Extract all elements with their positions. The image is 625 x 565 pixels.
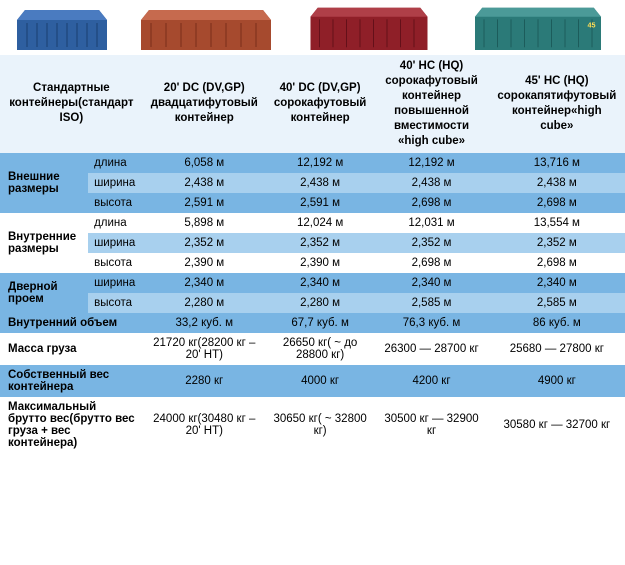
cell: 2,352 м bbox=[143, 233, 266, 253]
sublabel-height: высота bbox=[88, 193, 143, 213]
cell: 2,698 м bbox=[489, 253, 625, 273]
cell: 12,192 м bbox=[266, 153, 375, 173]
cell: 2,352 м bbox=[489, 233, 625, 253]
cell: 2,280 м bbox=[143, 293, 266, 313]
cell: 86 куб. м bbox=[489, 313, 625, 333]
cell: 26650 кг( ~ до 28800 кг) bbox=[266, 333, 375, 365]
sublabel-length: длина bbox=[88, 153, 143, 173]
cell: 4900 кг bbox=[489, 365, 625, 397]
cell: 2,591 м bbox=[143, 193, 266, 213]
cell: 2,390 м bbox=[266, 253, 375, 273]
group-door: Дверной проем bbox=[0, 273, 88, 313]
sublabel-height: высота bbox=[88, 293, 143, 313]
cell: 26300 — 28700 кг bbox=[374, 333, 488, 365]
cell: 30650 кг( ~ 32800 кг) bbox=[266, 397, 375, 453]
table-row: высота 2,280 м 2,280 м 2,585 м 2,585 м bbox=[0, 293, 625, 313]
sublabel-height: высота bbox=[88, 253, 143, 273]
cell: 24000 кг(30480 кг – 20' HT) bbox=[143, 397, 266, 453]
cell: 2,340 м bbox=[374, 273, 488, 293]
cell: 21720 кг(28200 кг – 20' HT) bbox=[143, 333, 266, 365]
cell: 2,698 м bbox=[489, 193, 625, 213]
table-row: Внешние размеры длина 6,058 м 12,192 м 1… bbox=[0, 153, 625, 173]
group-internal: Внутренние размеры bbox=[0, 213, 88, 273]
group-own-weight: Собственный вес контейнера bbox=[0, 365, 143, 397]
cell: 4000 кг bbox=[266, 365, 375, 397]
cell: 2,585 м bbox=[374, 293, 488, 313]
cell: 2,352 м bbox=[374, 233, 488, 253]
table-row: Внутренние размеры длина 5,898 м 12,024 … bbox=[0, 213, 625, 233]
table-row: высота 2,390 м 2,390 м 2,698 м 2,698 м bbox=[0, 253, 625, 273]
cell: 2,390 м bbox=[143, 253, 266, 273]
cell: 4200 кг bbox=[374, 365, 488, 397]
svg-text:45: 45 bbox=[588, 21, 596, 30]
sublabel-length: длина bbox=[88, 213, 143, 233]
cell: 12,192 м bbox=[374, 153, 488, 173]
table-row: Дверной проем ширина 2,340 м 2,340 м 2,3… bbox=[0, 273, 625, 293]
cell: 2,698 м bbox=[374, 253, 488, 273]
container-40hc-image bbox=[304, 5, 434, 50]
cell: 2,280 м bbox=[266, 293, 375, 313]
cell: 76,3 куб. м bbox=[374, 313, 488, 333]
cell: 33,2 куб. м bbox=[143, 313, 266, 333]
cell: 67,7 куб. м bbox=[266, 313, 375, 333]
header-45hc: 45' HC (HQ) сорокапятифутовый контейнер«… bbox=[489, 55, 625, 153]
cell: 5,898 м bbox=[143, 213, 266, 233]
cell: 2,438 м bbox=[143, 173, 266, 193]
cell: 13,716 м bbox=[489, 153, 625, 173]
table-row: ширина 2,438 м 2,438 м 2,438 м 2,438 м bbox=[0, 173, 625, 193]
header-20dc: 20' DC (DV,GP) двадцатифутовый контейнер bbox=[143, 55, 266, 153]
cell: 30580 кг — 32700 кг bbox=[489, 397, 625, 453]
cell: 2,340 м bbox=[143, 273, 266, 293]
table-row: ширина 2,352 м 2,352 м 2,352 м 2,352 м bbox=[0, 233, 625, 253]
group-volume: Внутренний объем bbox=[0, 313, 143, 333]
table-row: Масса груза 21720 кг(28200 кг – 20' HT) … bbox=[0, 333, 625, 365]
table-header-row: Стандартные контейнеры(стандарт ISO) 20'… bbox=[0, 55, 625, 153]
container-40-image bbox=[141, 5, 271, 50]
header-40hc: 40' HC (HQ) сорокафутовый контейнер повы… bbox=[374, 55, 488, 153]
cell: 2,340 м bbox=[266, 273, 375, 293]
cell: 2,591 м bbox=[266, 193, 375, 213]
cell: 2,438 м bbox=[489, 173, 625, 193]
cell: 2280 кг bbox=[143, 365, 266, 397]
container-45-image: 45 bbox=[468, 5, 608, 50]
container-images-row: 45 bbox=[0, 0, 625, 55]
table-row: высота 2,591 м 2,591 м 2,698 м 2,698 м bbox=[0, 193, 625, 213]
cell: 2,438 м bbox=[266, 173, 375, 193]
cell: 2,352 м bbox=[266, 233, 375, 253]
group-max-gross: Максимальный брутто вес(брутто вес груза… bbox=[0, 397, 143, 453]
cell: 2,340 м bbox=[489, 273, 625, 293]
cell: 6,058 м bbox=[143, 153, 266, 173]
table-row: Максимальный брутто вес(брутто вес груза… bbox=[0, 397, 625, 453]
cell: 25680 — 27800 кг bbox=[489, 333, 625, 365]
sublabel-width: ширина bbox=[88, 173, 143, 193]
cell: 13,554 м bbox=[489, 213, 625, 233]
cell: 2,438 м bbox=[374, 173, 488, 193]
group-external: Внешние размеры bbox=[0, 153, 88, 213]
group-cargo-mass: Масса груза bbox=[0, 333, 143, 365]
container-20-image bbox=[17, 5, 107, 50]
cell: 12,031 м bbox=[374, 213, 488, 233]
cell: 12,024 м bbox=[266, 213, 375, 233]
header-40dc: 40' DC (DV,GP) сорокафутовый контейнер bbox=[266, 55, 375, 153]
cell: 2,698 м bbox=[374, 193, 488, 213]
container-spec-table: Стандартные контейнеры(стандарт ISO) 20'… bbox=[0, 55, 625, 453]
sublabel-width: ширина bbox=[88, 273, 143, 293]
cell: 2,585 м bbox=[489, 293, 625, 313]
cell: 30500 кг — 32900 кг bbox=[374, 397, 488, 453]
table-row: Внутренний объем 33,2 куб. м 67,7 куб. м… bbox=[0, 313, 625, 333]
table-row: Собственный вес контейнера 2280 кг 4000 … bbox=[0, 365, 625, 397]
sublabel-width: ширина bbox=[88, 233, 143, 253]
header-standard: Стандартные контейнеры(стандарт ISO) bbox=[0, 55, 143, 153]
